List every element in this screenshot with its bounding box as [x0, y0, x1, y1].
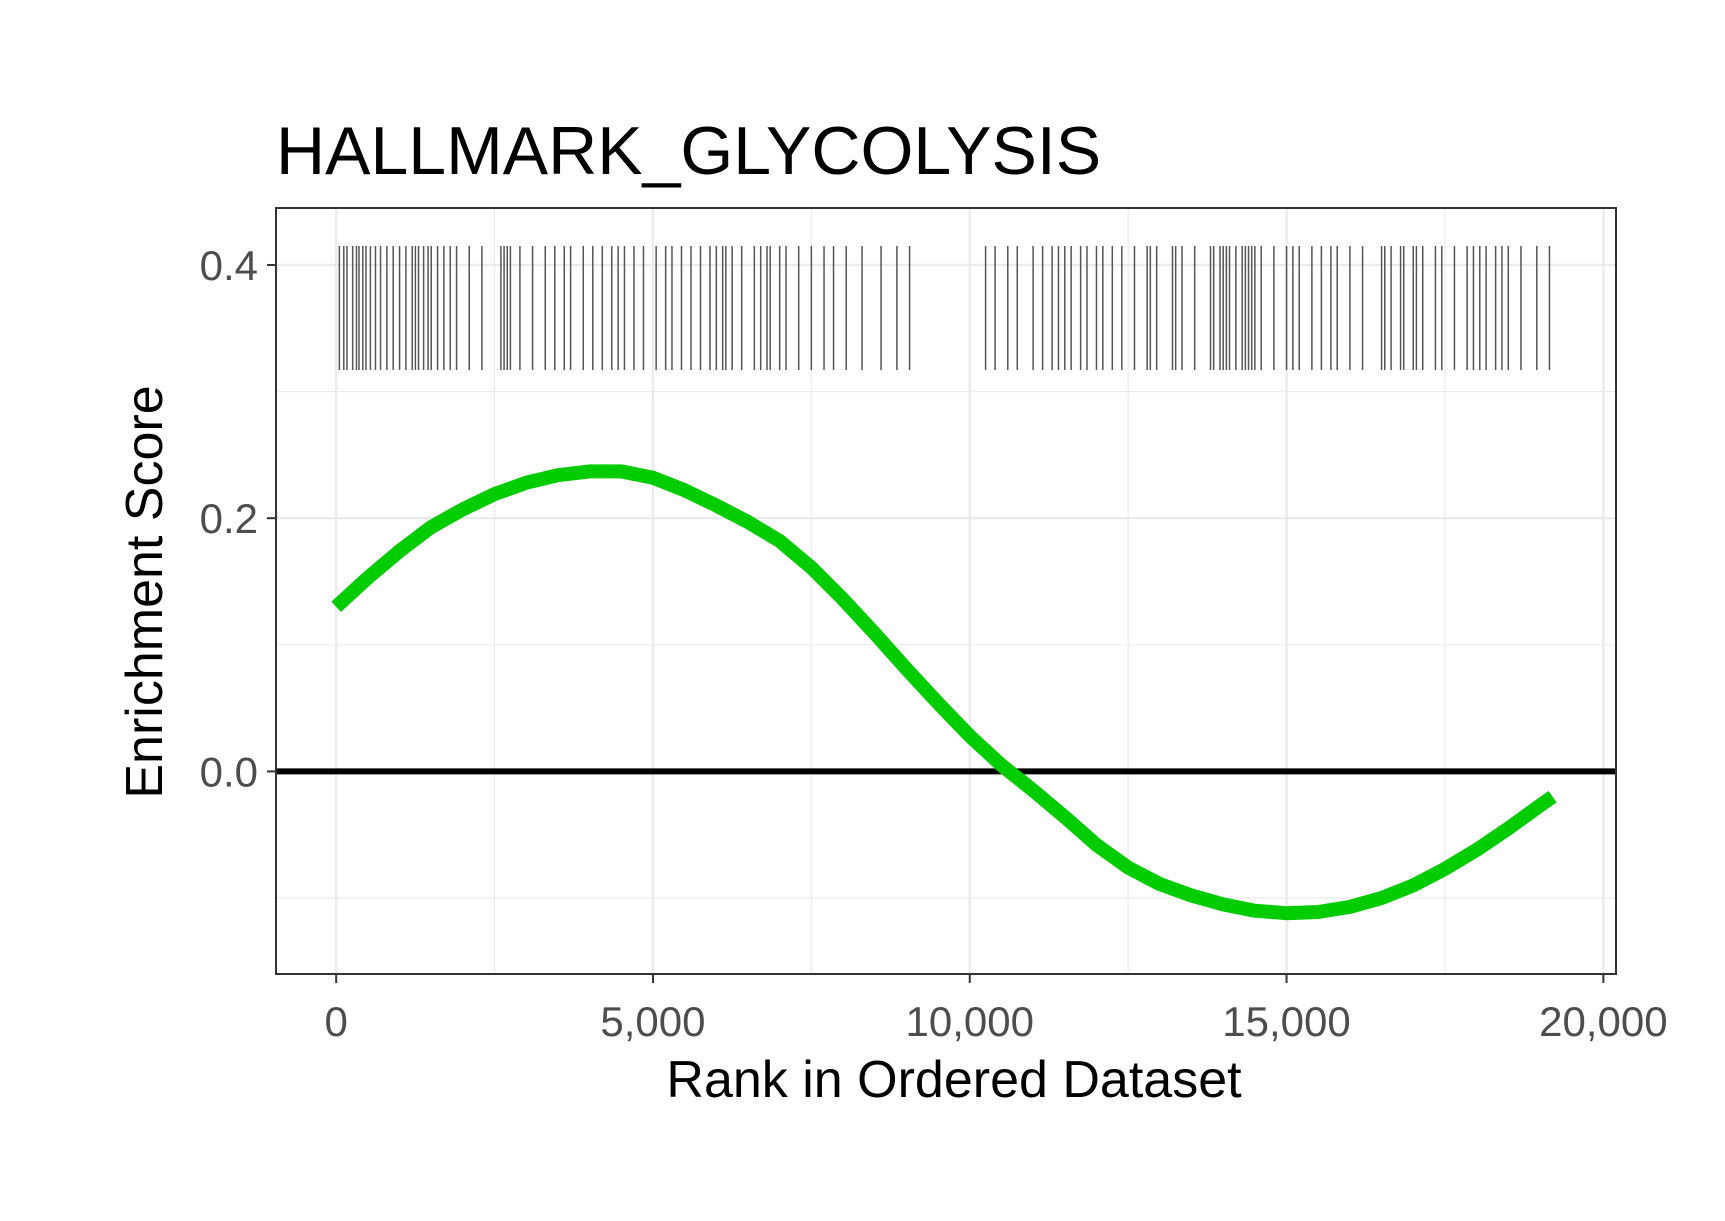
- gene-hit-rug: [338, 245, 1551, 371]
- y-axis-title: Enrichment Score: [116, 385, 174, 798]
- y-tick-label: 0.2: [200, 495, 258, 542]
- tick-labels: 0 5,000 10,000 15,000 20,000 0.0 0.2 0.4: [200, 242, 1668, 1045]
- y-tick-label: 0.4: [200, 242, 258, 289]
- y-tick-label: 0.0: [200, 748, 258, 795]
- chart-title: HALLMARK_GLYCOLYSIS: [276, 113, 1101, 189]
- x-tick-label: 20,000: [1539, 998, 1667, 1045]
- axis-ticks: [267, 263, 1605, 983]
- x-tick-label: 10,000: [906, 998, 1034, 1045]
- x-tick-label: 0: [325, 998, 348, 1045]
- x-tick-label: 5,000: [600, 998, 705, 1045]
- x-axis-title: Rank in Ordered Dataset: [666, 1051, 1242, 1109]
- enrichment-score-line: [331, 464, 1557, 921]
- grid: [276, 208, 1616, 974]
- panel-border: [275, 207, 1617, 975]
- x-tick-label: 15,000: [1222, 998, 1350, 1045]
